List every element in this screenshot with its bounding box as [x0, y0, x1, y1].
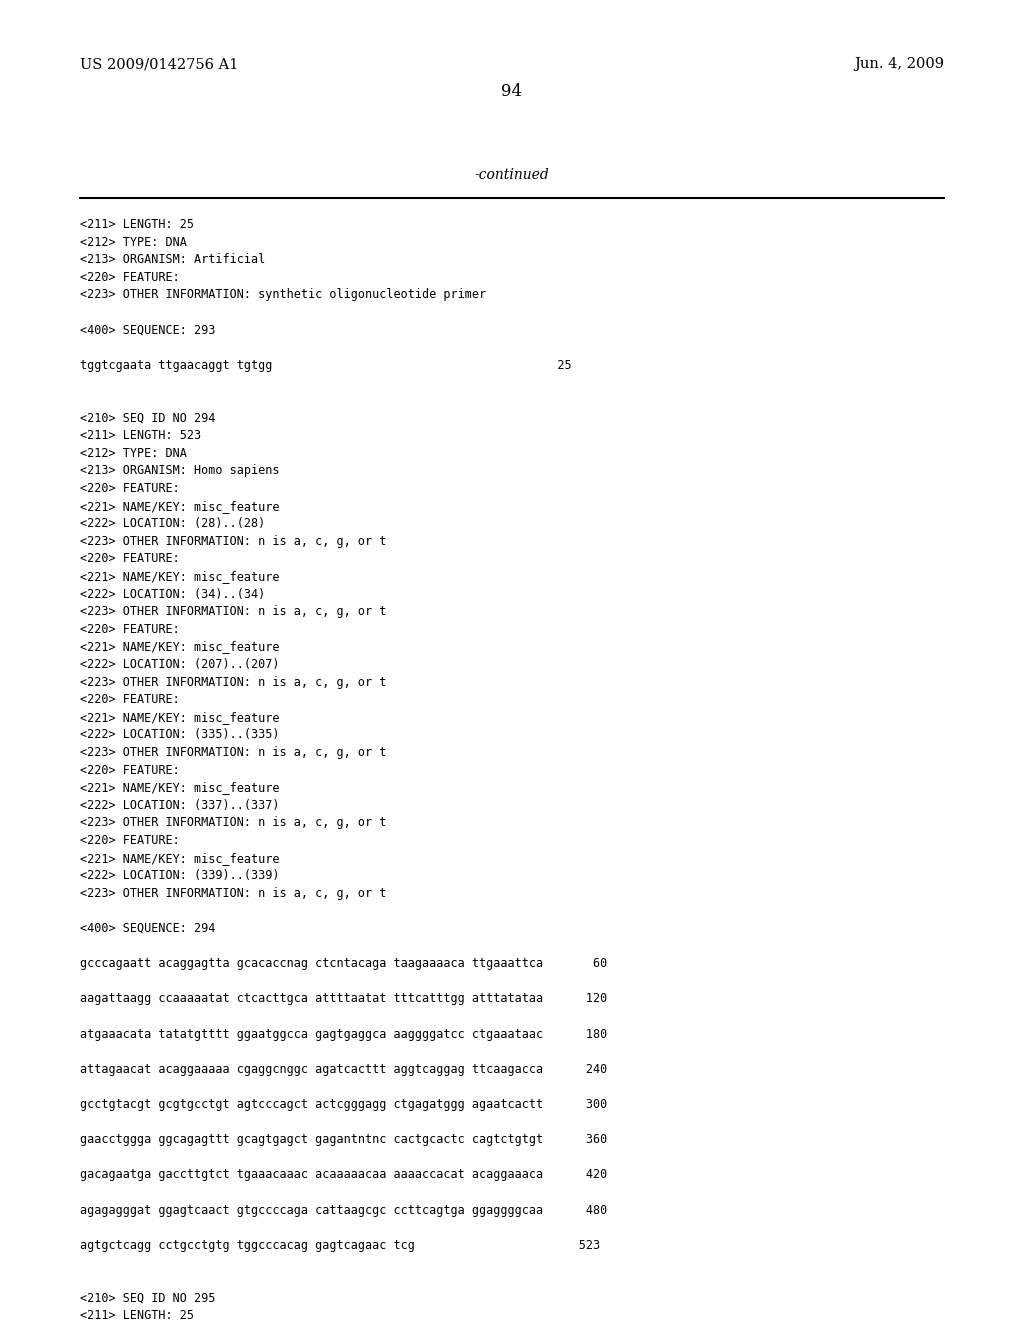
Text: <223> OTHER INFORMATION: n is a, c, g, or t: <223> OTHER INFORMATION: n is a, c, g, o…	[80, 676, 386, 689]
Text: gaacctggga ggcagagttt gcagtgagct gagantntnc cactgcactc cagtctgtgt      360: gaacctggga ggcagagttt gcagtgagct gagantn…	[80, 1133, 607, 1146]
Text: -continued: -continued	[475, 168, 549, 182]
Text: <223> OTHER INFORMATION: n is a, c, g, or t: <223> OTHER INFORMATION: n is a, c, g, o…	[80, 887, 386, 900]
Text: <220> FEATURE:: <220> FEATURE:	[80, 552, 180, 565]
Text: <210> SEQ ID NO 295: <210> SEQ ID NO 295	[80, 1291, 215, 1304]
Text: <211> LENGTH: 25: <211> LENGTH: 25	[80, 1309, 194, 1320]
Text: <220> FEATURE:: <220> FEATURE:	[80, 623, 180, 636]
Text: <223> OTHER INFORMATION: n is a, c, g, or t: <223> OTHER INFORMATION: n is a, c, g, o…	[80, 535, 386, 548]
Text: <400> SEQUENCE: 293: <400> SEQUENCE: 293	[80, 323, 215, 337]
Text: Jun. 4, 2009: Jun. 4, 2009	[854, 57, 944, 71]
Text: <223> OTHER INFORMATION: n is a, c, g, or t: <223> OTHER INFORMATION: n is a, c, g, o…	[80, 605, 386, 618]
Text: <213> ORGANISM: Artificial: <213> ORGANISM: Artificial	[80, 253, 265, 267]
Text: <221> NAME/KEY: misc_feature: <221> NAME/KEY: misc_feature	[80, 570, 280, 583]
Text: <220> FEATURE:: <220> FEATURE:	[80, 763, 180, 776]
Text: 94: 94	[502, 83, 522, 100]
Text: <213> ORGANISM: Homo sapiens: <213> ORGANISM: Homo sapiens	[80, 465, 280, 478]
Text: gcccagaatt acaggagtta gcacaccnag ctcntacaga taagaaaaca ttgaaattca       60: gcccagaatt acaggagtta gcacaccnag ctcntac…	[80, 957, 607, 970]
Text: tggtcgaata ttgaacaggt tgtgg                                        25: tggtcgaata ttgaacaggt tgtgg 25	[80, 359, 571, 372]
Text: <221> NAME/KEY: misc_feature: <221> NAME/KEY: misc_feature	[80, 710, 280, 723]
Text: <220> FEATURE:: <220> FEATURE:	[80, 271, 180, 284]
Text: agagagggat ggagtcaact gtgccccaga cattaagcgc ccttcagtga ggaggggcaa      480: agagagggat ggagtcaact gtgccccaga cattaag…	[80, 1204, 607, 1217]
Text: <220> FEATURE:: <220> FEATURE:	[80, 482, 180, 495]
Text: <223> OTHER INFORMATION: n is a, c, g, or t: <223> OTHER INFORMATION: n is a, c, g, o…	[80, 816, 386, 829]
Text: <223> OTHER INFORMATION: n is a, c, g, or t: <223> OTHER INFORMATION: n is a, c, g, o…	[80, 746, 386, 759]
Text: <211> LENGTH: 523: <211> LENGTH: 523	[80, 429, 201, 442]
Text: aagattaagg ccaaaaatat ctcacttgca attttaatat tttcatttgg atttatataa      120: aagattaagg ccaaaaatat ctcacttgca attttaa…	[80, 993, 607, 1006]
Text: <222> LOCATION: (28)..(28): <222> LOCATION: (28)..(28)	[80, 517, 265, 531]
Text: gacagaatga gaccttgtct tgaaacaaac acaaaaacaa aaaaccacat acaggaaaca      420: gacagaatga gaccttgtct tgaaacaaac acaaaaa…	[80, 1168, 607, 1181]
Text: <221> NAME/KEY: misc_feature: <221> NAME/KEY: misc_feature	[80, 640, 280, 653]
Text: US 2009/0142756 A1: US 2009/0142756 A1	[80, 57, 239, 71]
Text: <222> LOCATION: (339)..(339): <222> LOCATION: (339)..(339)	[80, 869, 280, 882]
Text: <222> LOCATION: (207)..(207): <222> LOCATION: (207)..(207)	[80, 657, 280, 671]
Text: agtgctcagg cctgcctgtg tggcccacag gagtcagaac tcg                       523: agtgctcagg cctgcctgtg tggcccacag gagtcag…	[80, 1238, 600, 1251]
Text: <221> NAME/KEY: misc_feature: <221> NAME/KEY: misc_feature	[80, 851, 280, 865]
Text: gcctgtacgt gcgtgcctgt agtcccagct actcgggagg ctgagatggg agaatcactt      300: gcctgtacgt gcgtgcctgt agtcccagct actcggg…	[80, 1098, 607, 1111]
Text: <400> SEQUENCE: 294: <400> SEQUENCE: 294	[80, 921, 215, 935]
Text: <222> LOCATION: (34)..(34): <222> LOCATION: (34)..(34)	[80, 587, 265, 601]
Text: <223> OTHER INFORMATION: synthetic oligonucleotide primer: <223> OTHER INFORMATION: synthetic oligo…	[80, 288, 486, 301]
Text: <211> LENGTH: 25: <211> LENGTH: 25	[80, 218, 194, 231]
Text: <212> TYPE: DNA: <212> TYPE: DNA	[80, 446, 186, 459]
Text: <220> FEATURE:: <220> FEATURE:	[80, 693, 180, 706]
Text: atgaaacata tatatgtttt ggaatggcca gagtgaggca aaggggatcc ctgaaataac      180: atgaaacata tatatgtttt ggaatggcca gagtgag…	[80, 1027, 607, 1040]
Text: <222> LOCATION: (337)..(337): <222> LOCATION: (337)..(337)	[80, 799, 280, 812]
Text: <221> NAME/KEY: misc_feature: <221> NAME/KEY: misc_feature	[80, 499, 280, 512]
Text: <212> TYPE: DNA: <212> TYPE: DNA	[80, 235, 186, 248]
Text: <221> NAME/KEY: misc_feature: <221> NAME/KEY: misc_feature	[80, 781, 280, 795]
Text: <220> FEATURE:: <220> FEATURE:	[80, 834, 180, 847]
Text: <222> LOCATION: (335)..(335): <222> LOCATION: (335)..(335)	[80, 729, 280, 742]
Text: <210> SEQ ID NO 294: <210> SEQ ID NO 294	[80, 412, 215, 425]
Text: attagaacat acaggaaaaa cgaggcnggc agatcacttt aggtcaggag ttcaagacca      240: attagaacat acaggaaaaa cgaggcnggc agatcac…	[80, 1063, 607, 1076]
